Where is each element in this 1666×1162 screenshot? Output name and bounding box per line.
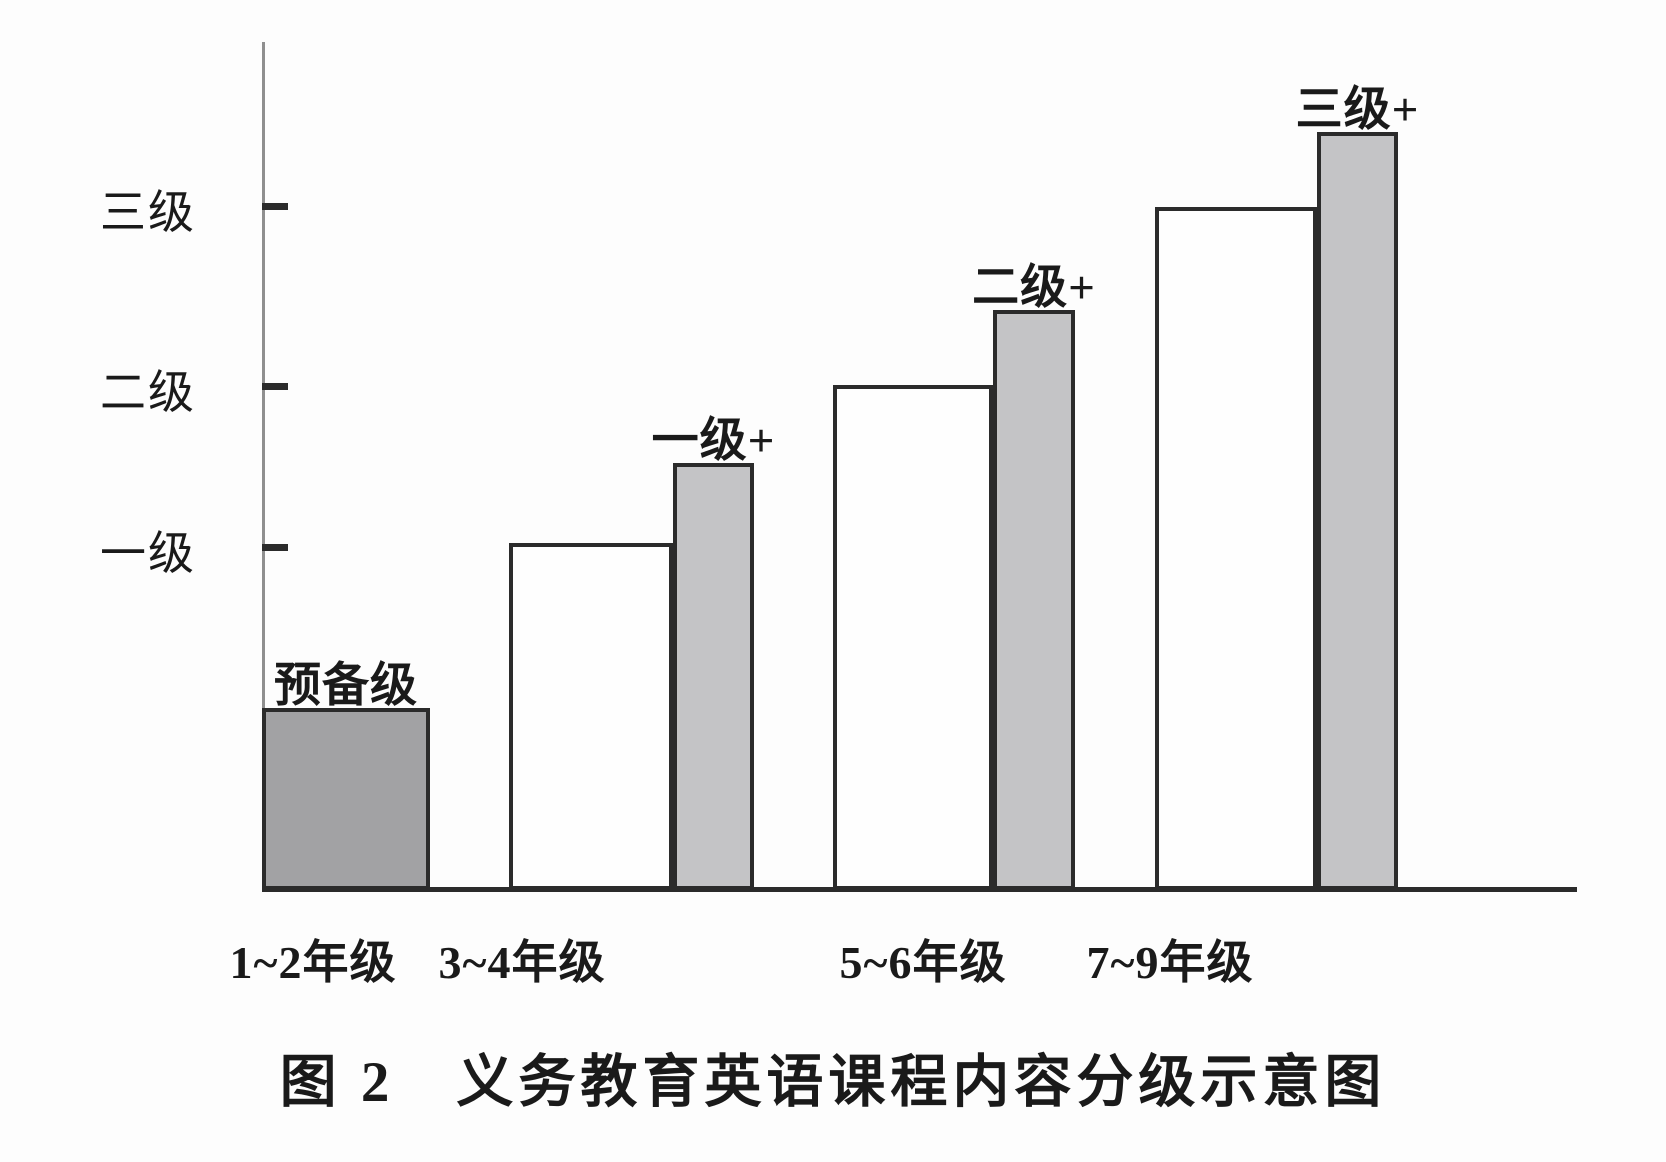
bar-g79-base (1155, 207, 1317, 890)
bar-label-g56-plus: 二级+ (972, 262, 1096, 314)
bar-label-prep: 预备级 (274, 660, 418, 712)
y-tick-label-level1: 一级 (100, 528, 196, 579)
x-label-grades-7-9: 7~9年级 (1086, 937, 1254, 988)
bar-label-g79-plus: 三级+ (1295, 84, 1420, 136)
bar-g56-base (833, 385, 993, 890)
x-label-grades-5-6: 5~6年级 (839, 937, 1007, 988)
bar-g79-plus (1317, 132, 1398, 890)
y-axis-line (262, 42, 265, 890)
bar-label-g34-plus: 一级+ (651, 415, 776, 467)
x-label-grades-3-4: 3~4年级 (438, 937, 606, 988)
figure-caption: 图 2 义务教育英语课程内容分级示意图 (279, 1051, 1387, 1114)
y-tick-level2 (262, 383, 288, 390)
y-tick-label-level2: 二级 (100, 367, 196, 418)
x-label-grades-1-2: 1~2年级 (229, 937, 397, 988)
y-tick-label-level3: 三级 (100, 187, 196, 238)
bar-g34-plus (673, 463, 754, 890)
bar-prep (262, 708, 430, 890)
bar-g56-plus (993, 310, 1075, 890)
y-tick-level3 (262, 203, 288, 210)
y-tick-level1 (262, 544, 288, 551)
bar-g34-base (509, 543, 673, 890)
